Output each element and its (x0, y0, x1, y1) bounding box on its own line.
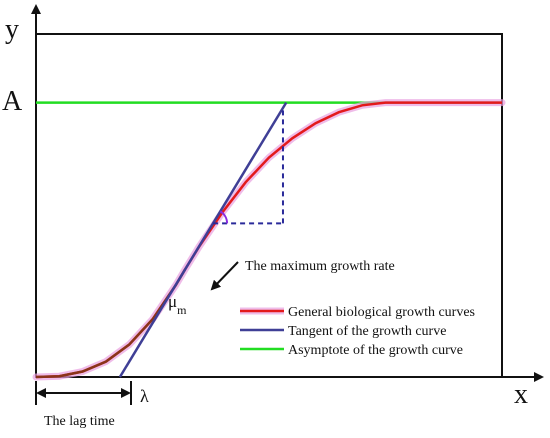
x-axis-label: x (514, 379, 528, 410)
lag-time-label: The lag time (44, 414, 115, 429)
legend-label: Asymptote of the growth curve (288, 343, 463, 358)
lambda-label: λ (140, 386, 149, 406)
slope-triangle-layer (213, 108, 284, 225)
asymptote-value-label: A (2, 86, 23, 117)
tangent-line (118, 101, 288, 378)
max-growth-rate-annotation: The maximum growth rate (245, 259, 395, 274)
legend: General biological growth curves Tangent … (240, 305, 475, 358)
y-axis-label: y (5, 14, 19, 45)
legend-label: General biological growth curves (288, 305, 475, 320)
mu-label: μm (168, 292, 187, 317)
tangent-layer (118, 101, 288, 378)
mu-subscript: m (177, 303, 187, 317)
annotation-arrow (210, 261, 239, 291)
slope-angle-arc (219, 210, 229, 224)
legend-label: Tangent of the growth curve (288, 324, 446, 339)
